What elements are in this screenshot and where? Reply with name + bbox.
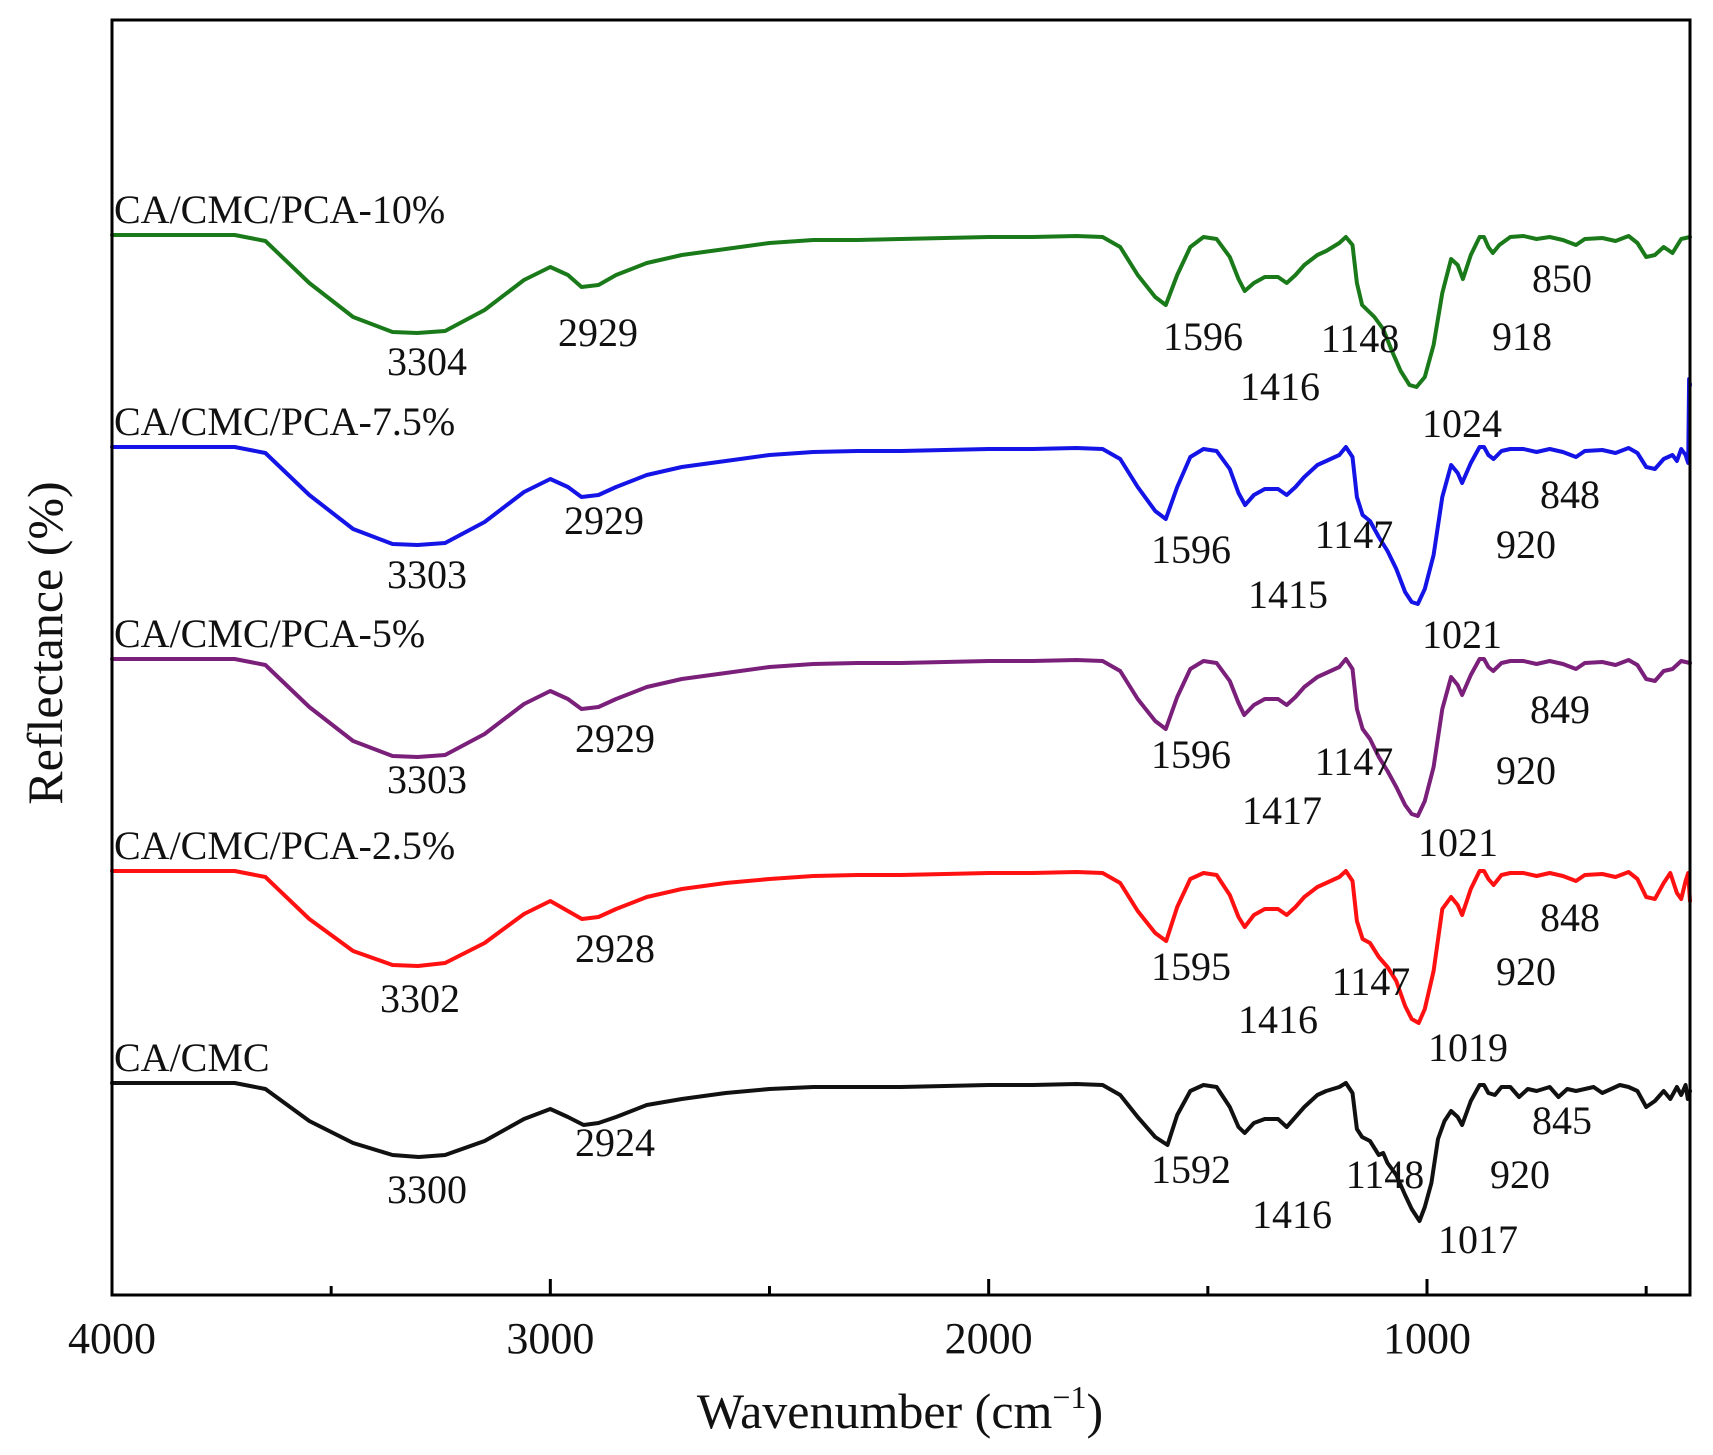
axes-group: 4000 3000 2000 1000 xyxy=(68,18,1692,1363)
series-label-ca-cmc-pca-5: CA/CMC/PCA-5% xyxy=(114,611,425,656)
peak-label-ca-cmc-pca-5-3303: 3303 xyxy=(387,757,467,802)
peak-label-ca-cmc-pca-10-850: 850 xyxy=(1532,256,1592,301)
peak-label-ca-cmc-pca-2-5-1019: 1019 xyxy=(1428,1025,1508,1070)
x-tick-label-4000: 4000 xyxy=(68,1314,156,1363)
peak-label-ca-cmc-pca-10-2929: 2929 xyxy=(558,310,638,355)
peak-label-ca-cmc-pca-7-5-1021: 1021 xyxy=(1422,612,1502,657)
peak-label-ca-cmc-1592: 1592 xyxy=(1151,1147,1231,1192)
peak-label-ca-cmc-pca-2-5-1595: 1595 xyxy=(1151,944,1231,989)
peak-label-ca-cmc-pca-2-5-1416: 1416 xyxy=(1238,997,1318,1042)
peak-label-ca-cmc-1416: 1416 xyxy=(1252,1192,1332,1237)
peak-label-ca-cmc-1017: 1017 xyxy=(1438,1217,1518,1262)
peak-label-ca-cmc-pca-7-5-848: 848 xyxy=(1540,472,1600,517)
peak-label-ca-cmc-pca-7-5-2929: 2929 xyxy=(564,498,644,543)
x-axis-title-superscript: −1 xyxy=(1052,1379,1086,1415)
peak-label-ca-cmc-pca-10-1596: 1596 xyxy=(1163,314,1243,359)
series-label-ca-cmc: CA/CMC xyxy=(114,1035,270,1080)
peak-label-ca-cmc-pca-5-2929: 2929 xyxy=(575,716,655,761)
peak-label-ca-cmc-pca-7-5-1415: 1415 xyxy=(1248,572,1328,617)
peak-label-ca-cmc-pca-2-5-1147: 1147 xyxy=(1332,959,1411,1004)
x-tick-label-3000: 3000 xyxy=(506,1314,594,1363)
peak-label-ca-cmc-pca-7-5-1147: 1147 xyxy=(1315,512,1394,557)
peak-label-ca-cmc-pca-5-1596: 1596 xyxy=(1151,732,1231,777)
series-line-ca-cmc-pca-10 xyxy=(110,233,1692,389)
peak-label-ca-cmc-3300: 3300 xyxy=(387,1167,467,1212)
peak-label-ca-cmc-pca-2-5-3302: 3302 xyxy=(380,976,460,1021)
x-axis-title-main: Wavenumber (cm xyxy=(697,1383,1053,1439)
peak-label-ca-cmc-pca-10-918: 918 xyxy=(1492,314,1552,359)
peak-label-ca-cmc-pca-10-1416: 1416 xyxy=(1240,364,1320,409)
peak-label-ca-cmc-pca-7-5-3303: 3303 xyxy=(387,552,467,597)
series-label-ca-cmc-pca-2-5: CA/CMC/PCA-2.5% xyxy=(114,823,455,868)
peak-label-ca-cmc-pca-5-1021: 1021 xyxy=(1418,820,1498,865)
x-axis-title-end: ) xyxy=(1086,1383,1103,1439)
peak-label-ca-cmc-pca-5-1147: 1147 xyxy=(1315,739,1394,784)
series-label-ca-cmc-pca-7-5: CA/CMC/PCA-7.5% xyxy=(114,399,455,444)
plot-frame xyxy=(110,18,1692,1297)
peak-label-ca-cmc-pca-5-1417: 1417 xyxy=(1242,788,1322,833)
peak-label-ca-cmc-pca-10-3304: 3304 xyxy=(387,339,467,384)
peak-label-ca-cmc-pca-5-920: 920 xyxy=(1496,748,1556,793)
x-axis-title: Wavenumber (cm−1) xyxy=(697,1379,1103,1439)
peak-label-ca-cmc-1148: 1148 xyxy=(1346,1152,1425,1197)
y-axis-title: Reflectance (%) xyxy=(17,481,73,804)
series-label-ca-cmc-pca-10: CA/CMC/PCA-10% xyxy=(114,187,445,232)
peak-label-ca-cmc-pca-2-5-848: 848 xyxy=(1540,895,1600,940)
peak-label-ca-cmc-pca-10-1024: 1024 xyxy=(1422,401,1502,446)
peak-label-ca-cmc-2924: 2924 xyxy=(575,1120,655,1165)
peak-label-ca-cmc-pca-2-5-2928: 2928 xyxy=(575,926,655,971)
peak-label-ca-cmc-pca-7-5-920: 920 xyxy=(1496,522,1556,567)
series-line-ca-cmc-pca-7-5 xyxy=(110,377,1692,606)
x-tick-label-2000: 2000 xyxy=(945,1314,1033,1363)
series-group xyxy=(110,233,1692,1223)
series-line-ca-cmc-pca-5 xyxy=(110,657,1692,818)
x-tick-label-1000: 1000 xyxy=(1383,1314,1471,1363)
peak-label-ca-cmc-pca-7-5-1596: 1596 xyxy=(1151,527,1231,572)
peak-label-ca-cmc-pca-2-5-920: 920 xyxy=(1496,949,1556,994)
peak-label-ca-cmc-920: 920 xyxy=(1490,1152,1550,1197)
peak-label-ca-cmc-845: 845 xyxy=(1532,1098,1592,1143)
series-line-ca-cmc xyxy=(110,1081,1692,1223)
peak-label-ca-cmc-pca-10-1148: 1148 xyxy=(1321,316,1400,361)
peak-label-ca-cmc-pca-5-849: 849 xyxy=(1530,687,1590,732)
series-line-ca-cmc-pca-2-5 xyxy=(110,869,1692,1025)
